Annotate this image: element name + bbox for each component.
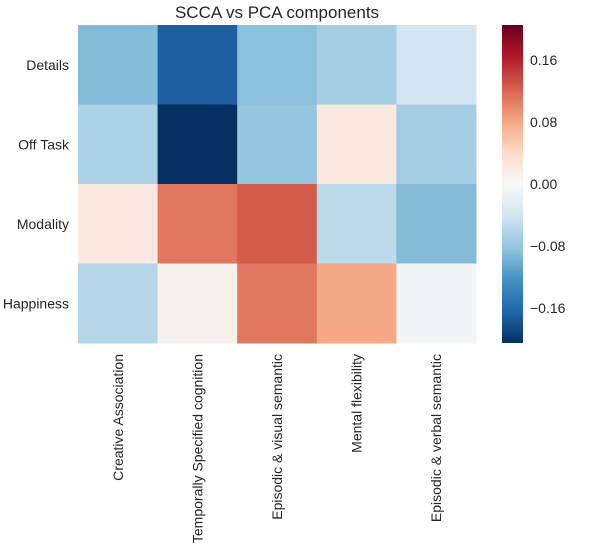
heatmap-cell: [237, 25, 318, 105]
colorbar: [502, 25, 523, 343]
heatmap-cell: [316, 25, 397, 105]
column-label: Episodic & verbal semantic: [428, 354, 444, 522]
colorbar-tick-label: −0.08: [530, 238, 566, 254]
heatmap-cell: [78, 184, 159, 264]
column-label: Creative Association: [110, 354, 126, 481]
chart-title: SCCA vs PCA components: [175, 3, 379, 22]
colorbar-tick-label: 0.08: [530, 114, 557, 130]
heatmap-cell: [78, 25, 159, 105]
row-labels: Details Off Task Modality Happiness: [3, 57, 70, 312]
heatmap-cell: [237, 184, 318, 264]
colorbar-tick-label: −0.16: [530, 300, 566, 316]
column-label: Mental flexibility: [349, 354, 365, 453]
column-labels: Creative Association Temporally Specified…: [110, 354, 444, 543]
row-label: Off Task: [18, 136, 70, 152]
heatmap-cell: [316, 263, 397, 344]
heatmap-cell: [157, 104, 238, 185]
heatmap-cell: [316, 104, 397, 185]
heatmap-cell: [157, 263, 238, 344]
heatmap-cell: [157, 25, 238, 105]
heatmap-cell: [157, 184, 238, 264]
colorbar-tick-label: 0.16: [530, 52, 557, 68]
heatmap-cell: [78, 263, 159, 344]
heatmap-cell: [237, 263, 318, 344]
heatmap-cell: [316, 184, 397, 264]
column-label: Episodic & visual semantic: [269, 354, 285, 520]
heatmap-cell: [396, 263, 477, 344]
colorbar-tick-label: 0.00: [530, 176, 557, 192]
row-label: Modality: [17, 216, 69, 232]
heatmap-cell: [237, 104, 318, 185]
colorbar-ticks: 0.16 0.08 0.00 −0.08 −0.16: [530, 52, 566, 316]
column-label: Temporally Specified cognition: [189, 354, 205, 543]
heatmap-cell: [78, 104, 159, 185]
heatmap-cell: [396, 104, 477, 185]
row-label: Happiness: [3, 295, 69, 311]
heatmap-cell: [396, 25, 477, 105]
row-label: Details: [26, 57, 69, 73]
heatmap-cells: [78, 25, 477, 344]
heatmap-cell: [396, 184, 477, 264]
